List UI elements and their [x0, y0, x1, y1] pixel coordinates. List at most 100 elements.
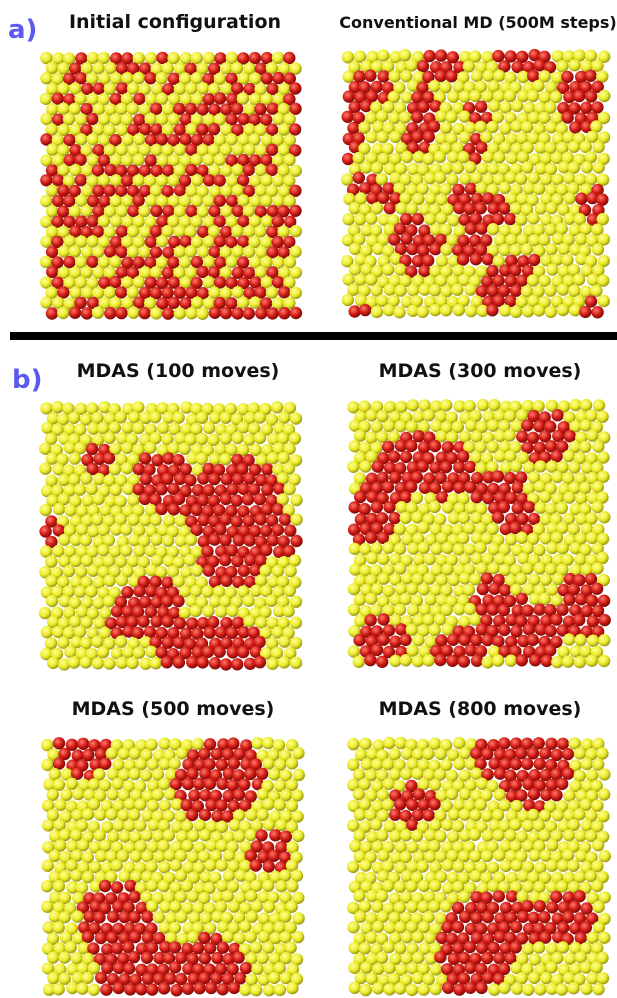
particle — [493, 829, 505, 841]
particle — [522, 305, 534, 317]
particle — [528, 972, 540, 984]
particle — [511, 859, 523, 871]
particle — [556, 60, 568, 72]
particle — [512, 502, 524, 514]
particle — [504, 90, 516, 102]
particle — [103, 184, 115, 196]
particle — [359, 738, 371, 750]
particle — [406, 984, 418, 996]
particle — [141, 911, 153, 923]
particle — [103, 575, 115, 587]
particle — [209, 307, 221, 319]
particle — [75, 133, 87, 145]
particle — [115, 103, 127, 115]
particle — [243, 307, 255, 319]
particle — [63, 442, 75, 454]
particle — [137, 615, 149, 627]
particle — [481, 850, 493, 862]
particle — [545, 961, 557, 973]
particle — [563, 829, 575, 841]
particle — [448, 808, 460, 820]
particle — [453, 603, 465, 615]
particle — [399, 593, 411, 605]
particle — [268, 972, 280, 984]
particle — [47, 951, 59, 963]
particle — [254, 432, 266, 444]
particle — [278, 635, 290, 647]
particle — [272, 503, 284, 515]
particle — [488, 583, 500, 595]
particle — [283, 154, 295, 166]
particle — [220, 658, 232, 670]
particle — [128, 768, 140, 780]
particle — [93, 82, 105, 94]
particle — [359, 859, 371, 871]
particle — [509, 264, 521, 276]
particle — [70, 555, 82, 567]
particle — [202, 605, 214, 617]
particle — [128, 411, 140, 423]
particle — [290, 513, 302, 525]
particle — [121, 442, 133, 454]
particle — [254, 225, 266, 237]
particle — [283, 52, 295, 64]
particle — [113, 819, 125, 831]
particle — [243, 615, 255, 627]
particle — [223, 849, 235, 861]
particle — [586, 429, 598, 441]
particle — [186, 809, 198, 821]
particle — [132, 194, 144, 206]
particle — [123, 820, 135, 832]
particle — [562, 849, 574, 861]
particle — [557, 542, 569, 554]
particle — [498, 501, 510, 513]
particle — [115, 307, 127, 319]
particle — [418, 983, 430, 995]
particle — [453, 543, 465, 555]
particle — [459, 911, 471, 923]
particle — [353, 890, 365, 902]
particle — [261, 72, 273, 84]
particle — [424, 851, 436, 863]
particle — [422, 748, 434, 760]
particle — [562, 748, 574, 760]
particle — [169, 758, 181, 770]
particle — [118, 748, 130, 760]
particle — [231, 225, 243, 237]
particle — [272, 565, 284, 577]
particle — [430, 983, 442, 995]
particle — [365, 131, 377, 143]
particle — [453, 860, 465, 872]
particle — [140, 473, 152, 485]
particle — [243, 143, 255, 155]
particle — [173, 656, 185, 668]
particle — [191, 297, 203, 309]
particle — [58, 911, 70, 923]
particle — [268, 768, 280, 780]
particle — [586, 655, 598, 667]
particle — [493, 849, 505, 861]
particle — [581, 758, 593, 770]
particle — [598, 768, 610, 780]
particle — [400, 768, 412, 780]
particle-configuration — [41, 737, 305, 997]
particle — [527, 809, 539, 821]
particle — [457, 253, 469, 265]
particle — [127, 225, 139, 237]
particle — [272, 52, 284, 64]
particle — [77, 738, 89, 750]
particle — [227, 605, 239, 617]
particle — [162, 307, 174, 319]
particle — [184, 474, 196, 486]
particle — [480, 131, 492, 143]
particle — [412, 952, 424, 964]
particle — [174, 184, 186, 196]
particle — [41, 422, 53, 434]
particle — [145, 585, 157, 597]
particle — [364, 70, 376, 82]
particle — [40, 93, 52, 105]
particle — [459, 747, 471, 759]
particle — [471, 70, 483, 82]
particle — [585, 70, 597, 82]
particle — [187, 890, 199, 902]
